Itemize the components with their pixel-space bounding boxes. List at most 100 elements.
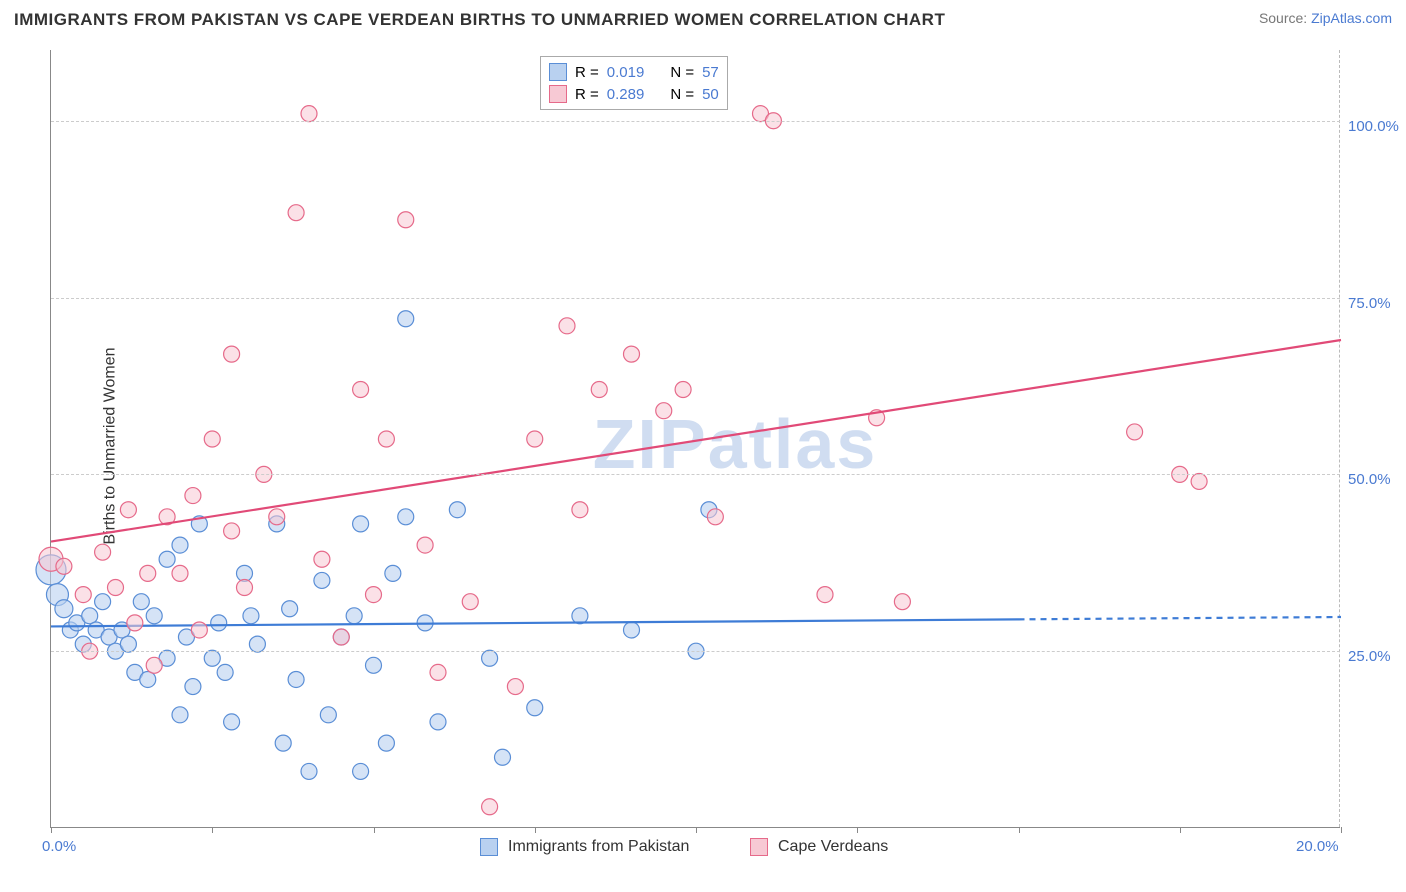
- data-point: [527, 700, 543, 716]
- n-value: 57: [702, 64, 719, 81]
- legend-swatch: [549, 63, 567, 81]
- n-label: N =: [670, 64, 694, 81]
- x-tick: [212, 827, 213, 833]
- data-point: [127, 615, 143, 631]
- source-link[interactable]: ZipAtlas.com: [1311, 10, 1392, 26]
- legend-swatch: [750, 838, 768, 856]
- data-point: [120, 502, 136, 518]
- data-point: [56, 558, 72, 574]
- data-point: [507, 679, 523, 695]
- y-tick-label: 100.0%: [1348, 118, 1399, 135]
- r-value: 0.019: [607, 64, 645, 81]
- legend-item: Immigrants from Pakistan: [480, 838, 689, 856]
- data-point: [217, 664, 233, 680]
- data-point: [288, 671, 304, 687]
- data-point: [353, 381, 369, 397]
- data-point: [243, 608, 259, 624]
- data-point: [237, 580, 253, 596]
- r-value: 0.289: [607, 86, 645, 103]
- data-point: [249, 636, 265, 652]
- data-point: [385, 565, 401, 581]
- x-tick: [1180, 827, 1181, 833]
- legend-row: R = 0.289 N = 50: [549, 83, 719, 105]
- data-point: [282, 601, 298, 617]
- chart-svg: [51, 50, 1340, 827]
- legend-label: Immigrants from Pakistan: [508, 838, 689, 856]
- data-point: [224, 523, 240, 539]
- chart-title: IMMIGRANTS FROM PAKISTAN VS CAPE VERDEAN…: [14, 10, 945, 30]
- trend-line-extrapolated: [1019, 617, 1342, 619]
- data-point: [591, 381, 607, 397]
- y-tick-label: 25.0%: [1348, 648, 1391, 665]
- data-point: [95, 544, 111, 560]
- y-tick-label: 75.0%: [1348, 295, 1391, 312]
- data-point: [146, 608, 162, 624]
- data-point: [366, 657, 382, 673]
- data-point: [894, 594, 910, 610]
- data-point: [191, 622, 207, 638]
- x-tick: [374, 827, 375, 833]
- data-point: [527, 431, 543, 447]
- data-point: [398, 212, 414, 228]
- data-point: [269, 509, 285, 525]
- n-value: 50: [702, 86, 719, 103]
- title-bar: IMMIGRANTS FROM PAKISTAN VS CAPE VERDEAN…: [14, 10, 1392, 38]
- data-point: [398, 311, 414, 327]
- data-point: [172, 537, 188, 553]
- data-point: [55, 600, 73, 618]
- data-point: [1191, 473, 1207, 489]
- data-point: [146, 657, 162, 673]
- data-point: [275, 735, 291, 751]
- data-point: [95, 594, 111, 610]
- legend-item: Cape Verdeans: [750, 838, 888, 856]
- data-point: [378, 431, 394, 447]
- data-point: [449, 502, 465, 518]
- legend-swatch: [480, 838, 498, 856]
- data-point: [707, 509, 723, 525]
- data-point: [320, 707, 336, 723]
- correlation-legend: R = 0.019 N = 57 R = 0.289 N = 50: [540, 56, 728, 110]
- r-label: R =: [575, 86, 599, 103]
- source-label: Source:: [1259, 10, 1307, 26]
- data-point: [133, 594, 149, 610]
- data-point: [462, 594, 478, 610]
- data-point: [624, 622, 640, 638]
- x-tick-label: 20.0%: [1296, 838, 1339, 855]
- n-label: N =: [670, 86, 694, 103]
- data-point: [314, 551, 330, 567]
- x-tick: [1341, 827, 1342, 833]
- data-point: [353, 516, 369, 532]
- data-point: [346, 608, 362, 624]
- data-point: [224, 346, 240, 362]
- data-point: [378, 735, 394, 751]
- data-point: [559, 318, 575, 334]
- gridline: [51, 121, 1340, 122]
- data-point: [185, 488, 201, 504]
- data-point: [120, 636, 136, 652]
- x-tick: [535, 827, 536, 833]
- source-attribution: Source: ZipAtlas.com: [1259, 10, 1392, 26]
- data-point: [624, 346, 640, 362]
- data-point: [1127, 424, 1143, 440]
- data-point: [572, 608, 588, 624]
- x-tick: [696, 827, 697, 833]
- x-tick: [51, 827, 52, 833]
- data-point: [495, 749, 511, 765]
- data-point: [172, 707, 188, 723]
- data-point: [353, 763, 369, 779]
- data-point: [675, 381, 691, 397]
- plot-area: ZIPatlas: [50, 50, 1340, 828]
- trend-line: [51, 340, 1341, 542]
- data-point: [211, 615, 227, 631]
- data-point: [398, 509, 414, 525]
- data-point: [204, 431, 220, 447]
- data-point: [482, 799, 498, 815]
- legend-label: Cape Verdeans: [778, 838, 888, 856]
- legend-swatch: [549, 85, 567, 103]
- data-point: [430, 664, 446, 680]
- data-point: [314, 572, 330, 588]
- data-point: [224, 714, 240, 730]
- data-point: [333, 629, 349, 645]
- data-point: [572, 502, 588, 518]
- x-tick-label: 0.0%: [42, 838, 76, 855]
